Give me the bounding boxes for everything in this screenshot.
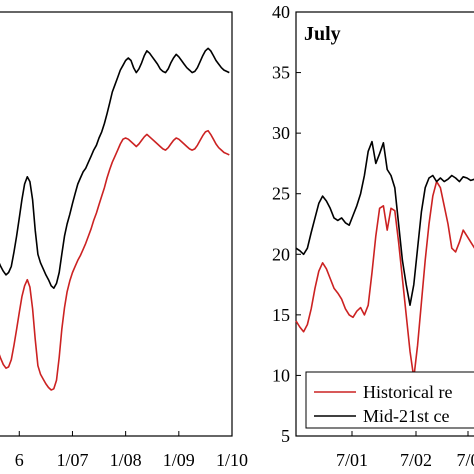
y-tick-label-7: 40 [272, 2, 290, 22]
x-tick-label-1-1: 7/02 [400, 450, 432, 470]
x-tick-label-0-2: 1/08 [110, 450, 142, 470]
x-tick-label-1-2: 7/0 [456, 450, 474, 470]
x-tick-label-0-0: 6 [15, 450, 24, 470]
plot-frame-left [0, 11, 233, 437]
y-tick-label-6: 35 [272, 63, 290, 83]
panel-title-july: July [304, 23, 341, 45]
series-line-1-0 [295, 180, 474, 379]
legend-label-mid-21st: Mid-21st ce [363, 406, 449, 426]
chart-panel-left: 6 1/07 1/08 1/09 1/10 [0, 11, 248, 470]
chart-panel-right: 5 10 15 20 25 30 35 40 7/01 7/02 7/0 July Histori… [272, 2, 474, 470]
y-tick-label-4: 25 [272, 184, 290, 204]
x-tick-label-1-0: 7/01 [336, 450, 368, 470]
series-line-0-1 [0, 129, 230, 391]
y-tick-label-0: 5 [281, 426, 290, 446]
series-line-0-0 [0, 47, 230, 290]
x-tick-label-0-4: 1/10 [216, 450, 248, 470]
plot-frame-right [295, 11, 474, 437]
y-tick-label-1: 10 [272, 365, 290, 385]
legend-label-historical: Historical re [363, 382, 452, 402]
legend-box [305, 371, 474, 429]
y-tick-label-3: 20 [272, 244, 290, 264]
legend: Historical re Mid-21st ce [305, 371, 474, 429]
x-tick-label-0-3: 1/09 [163, 450, 195, 470]
y-tick-label-2: 15 [272, 305, 290, 325]
x-tick-label-0-1: 1/07 [56, 450, 88, 470]
series-line-1-1 [295, 140, 474, 307]
y-tick-label-5: 30 [272, 123, 290, 143]
